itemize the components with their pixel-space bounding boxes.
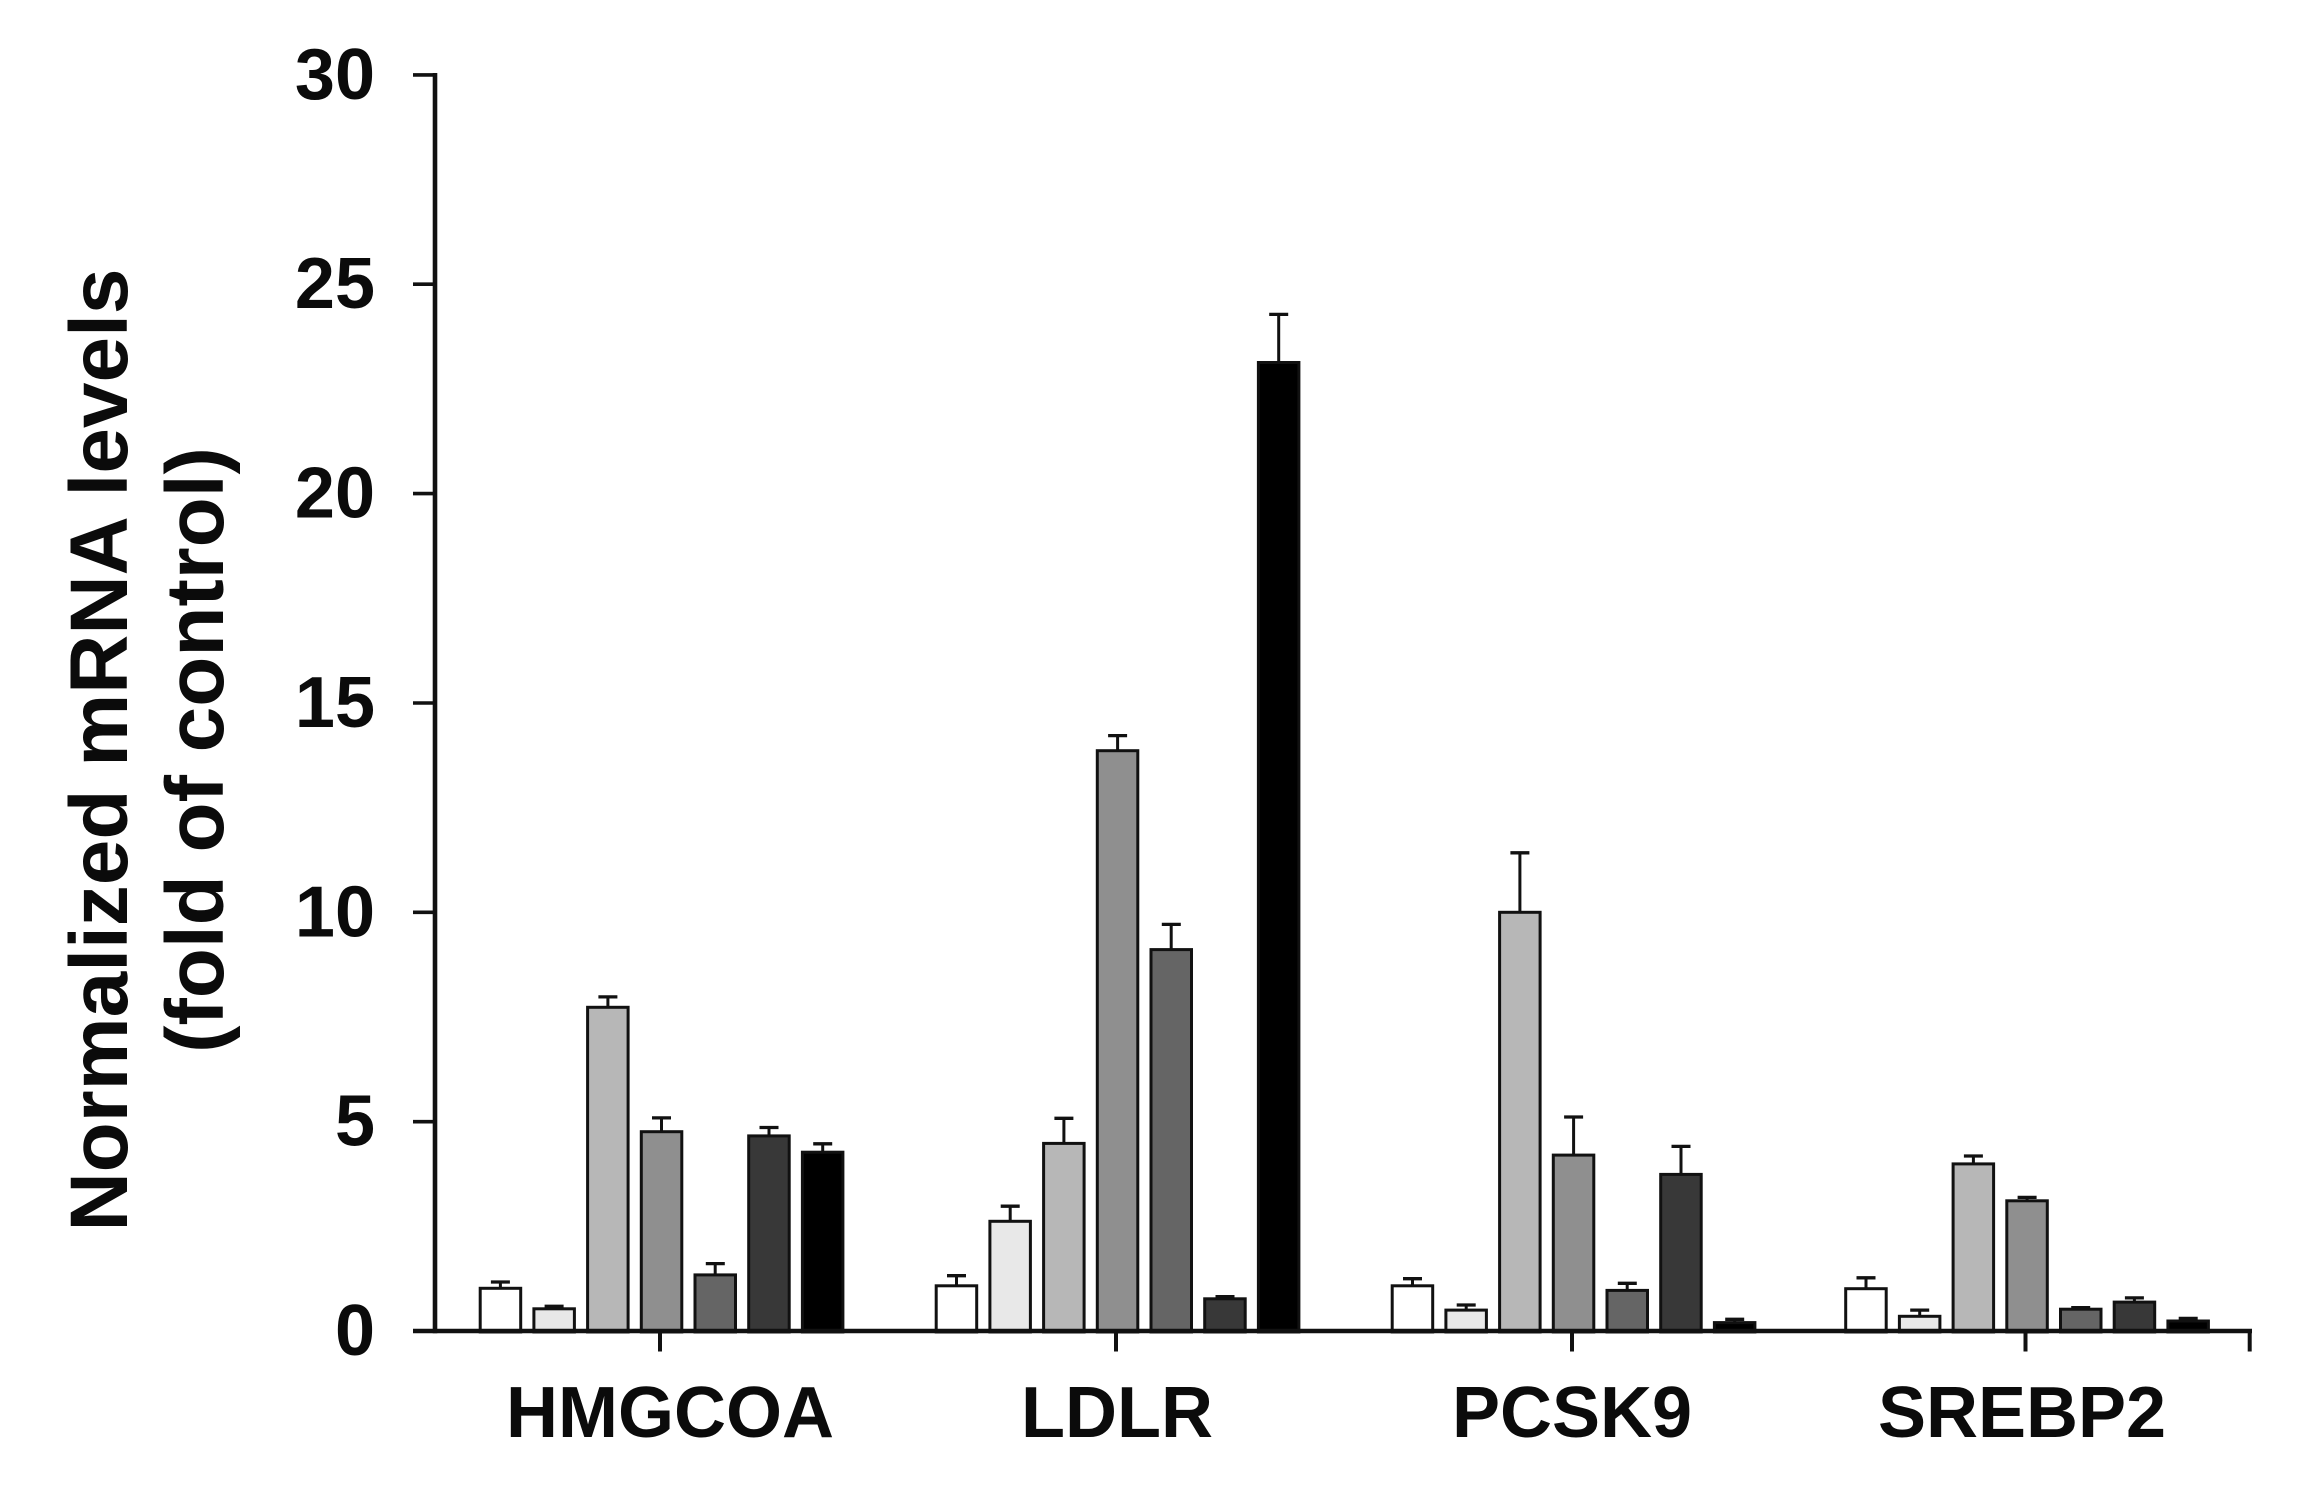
svg-text:5: 5 — [335, 1082, 375, 1162]
svg-text:(fold of control): (fold of control) — [150, 447, 241, 1053]
svg-text:SREBP2: SREBP2 — [1878, 1373, 2166, 1453]
svg-text:0: 0 — [335, 1291, 375, 1371]
svg-text:HMGCOA: HMGCOA — [506, 1373, 834, 1453]
svg-text:25: 25 — [295, 244, 375, 324]
svg-text:20: 20 — [295, 454, 375, 534]
svg-text:LDLR: LDLR — [1021, 1373, 1213, 1453]
svg-text:10: 10 — [295, 872, 375, 952]
svg-text:30: 30 — [295, 35, 375, 115]
svg-text:Normalized mRNA levels: Normalized mRNA levels — [54, 268, 145, 1231]
svg-text:PCSK9: PCSK9 — [1452, 1373, 1692, 1453]
svg-text:15: 15 — [295, 663, 375, 743]
